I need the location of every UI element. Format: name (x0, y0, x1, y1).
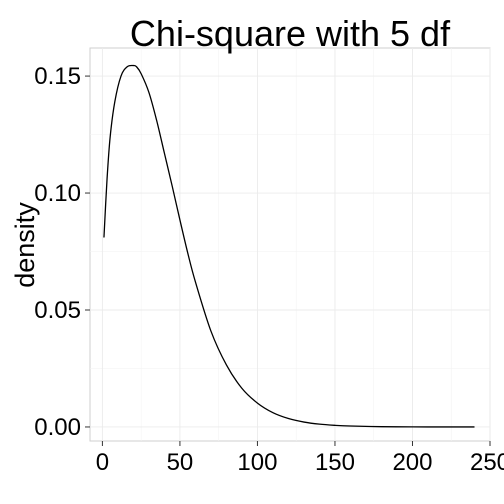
x-tick-label: 50 (167, 449, 194, 476)
y-axis-label: density (10, 202, 40, 288)
series-layer (103, 64, 475, 428)
y-tick-label: 0.00 (34, 414, 81, 441)
x-tick-label: 0 (96, 449, 109, 476)
x-tick-label: 200 (392, 449, 432, 476)
chart-title: Chi-square with 5 df (130, 13, 451, 54)
y-tick-label: 0.05 (34, 297, 81, 324)
x-tick-label: 100 (237, 449, 277, 476)
density-curve (103, 64, 475, 428)
axis-ticks: 0 50 100 150 200 250 0.00 0.05 0.10 0.15 (34, 63, 504, 476)
grid (90, 48, 491, 441)
y-tick-label: 0.10 (34, 180, 81, 207)
x-tick-label: 150 (315, 449, 355, 476)
x-tick-label: 250 (470, 449, 504, 476)
plot-panel (89, 47, 491, 442)
y-tick-label: 0.15 (34, 63, 81, 90)
